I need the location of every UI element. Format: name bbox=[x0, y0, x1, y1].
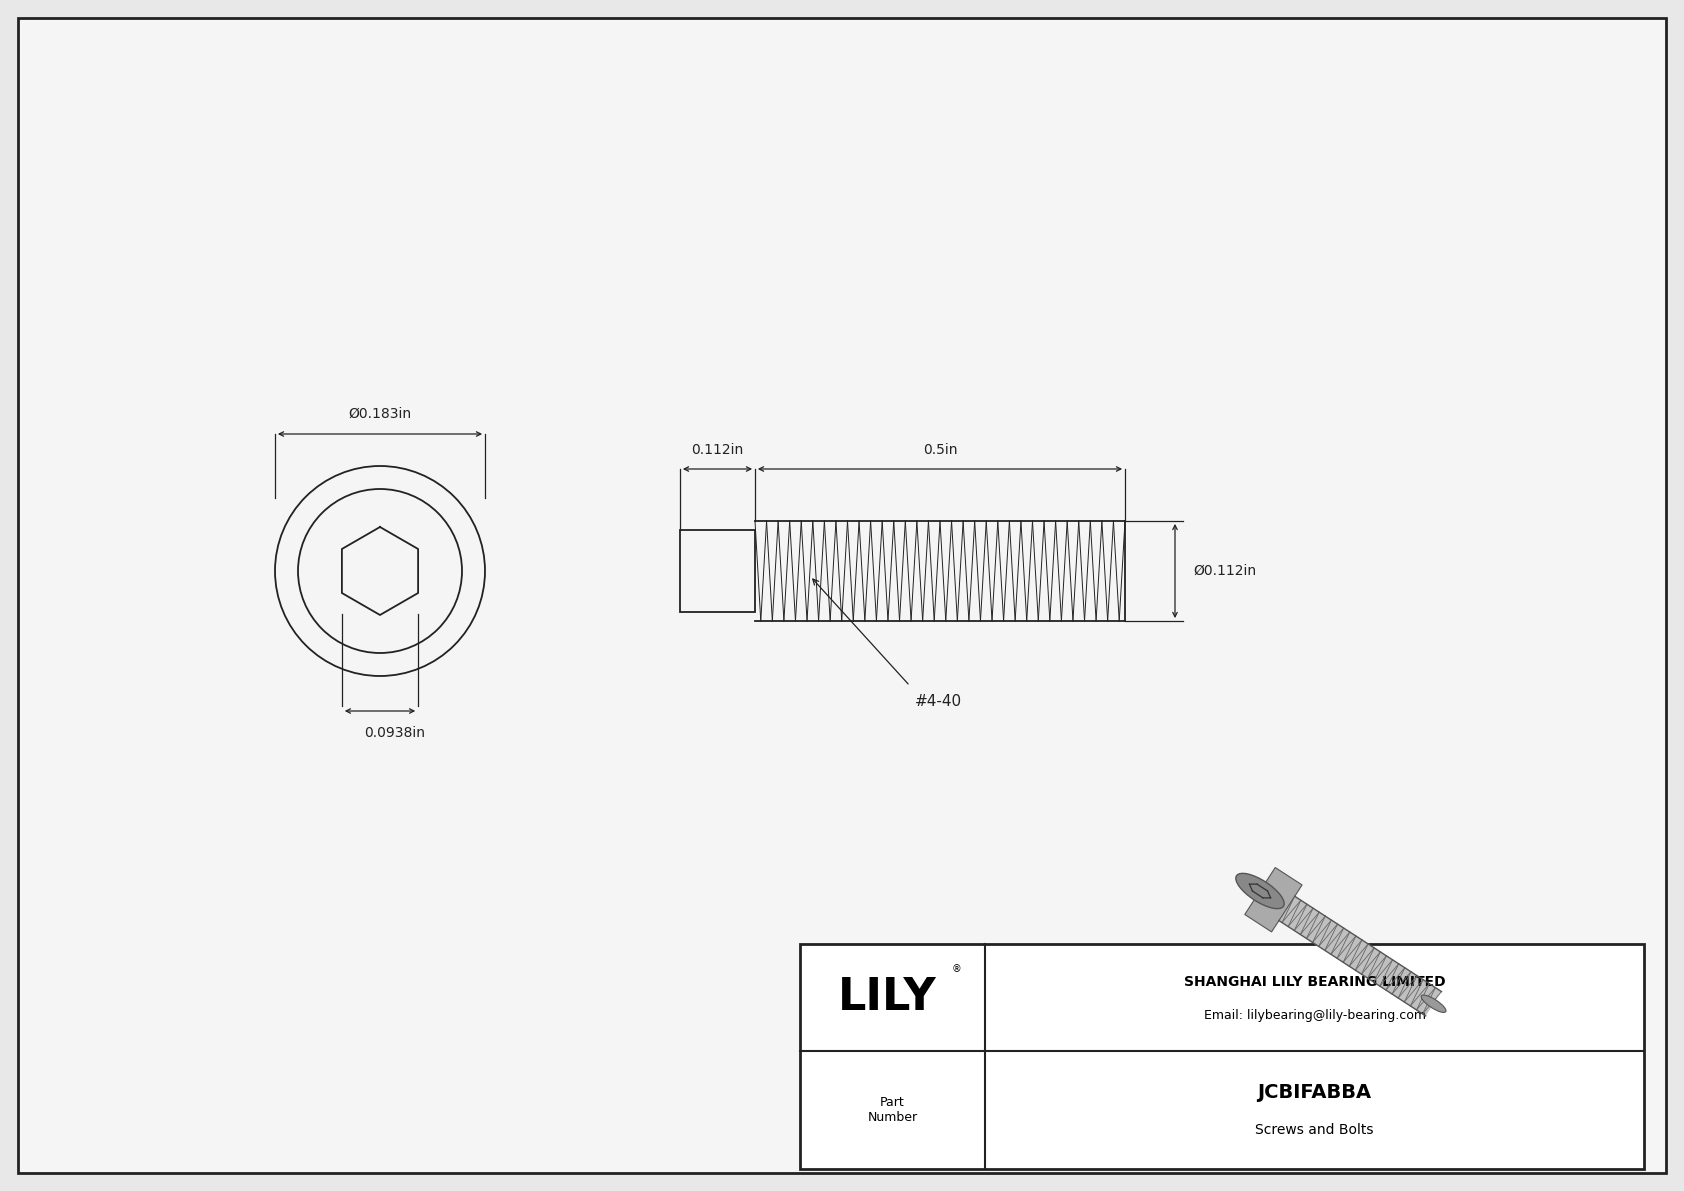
Text: Ø0.112in: Ø0.112in bbox=[1192, 565, 1256, 578]
Text: 0.5in: 0.5in bbox=[923, 443, 957, 457]
Text: LILY: LILY bbox=[839, 975, 936, 1019]
Text: ®: ® bbox=[951, 965, 962, 974]
Text: Part
Number: Part Number bbox=[867, 1096, 918, 1124]
Text: JCBIFABBA: JCBIFABBA bbox=[1258, 1083, 1371, 1102]
Text: #4-40: #4-40 bbox=[914, 694, 962, 709]
Text: 0.0938in: 0.0938in bbox=[364, 727, 426, 740]
Polygon shape bbox=[1244, 867, 1302, 931]
Text: 0.112in: 0.112in bbox=[692, 443, 744, 457]
Bar bbox=[800, 944, 1644, 1170]
Bar bbox=[680, 530, 754, 612]
Text: Email: lilybearing@lily-bearing.com: Email: lilybearing@lily-bearing.com bbox=[1204, 1009, 1425, 1022]
Text: Ø0.183in: Ø0.183in bbox=[349, 407, 411, 420]
Text: SHANGHAI LILY BEARING LIMITED: SHANGHAI LILY BEARING LIMITED bbox=[1184, 974, 1445, 989]
Ellipse shape bbox=[1236, 873, 1285, 909]
Ellipse shape bbox=[1421, 994, 1447, 1012]
Text: Screws and Bolts: Screws and Bolts bbox=[1255, 1123, 1374, 1137]
Polygon shape bbox=[1278, 897, 1442, 1016]
